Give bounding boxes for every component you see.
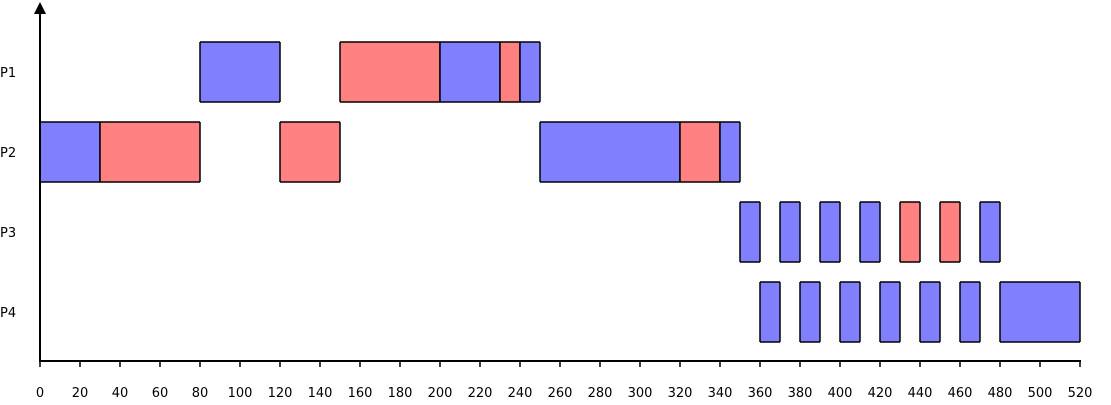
- x-axis-ticks: 0 20 40 60 80 100 120 140 160 180 200 220 240 260 280 3…: [36, 361, 1093, 401]
- x-tick-label: 360: [748, 386, 773, 401]
- x-tick-label: 180: [388, 386, 413, 401]
- x-tick-label: 260: [548, 386, 573, 401]
- x-tick-label: 220: [468, 386, 493, 401]
- row-label-p4: P4: [0, 306, 16, 321]
- task-bar-p1-150-200: [340, 42, 440, 102]
- x-tick-label: 240: [508, 386, 533, 401]
- x-tick-label: 160: [348, 386, 373, 401]
- x-tick-label: 300: [628, 386, 653, 401]
- task-bar-p3-370-380: [780, 202, 800, 262]
- task-bar-p2-320-340: [680, 122, 720, 182]
- task-bar-p4-460-470: [960, 282, 980, 342]
- task-bar-p3-450-460: [940, 202, 960, 262]
- task-bar-p1-200-230: [440, 42, 500, 102]
- task-bar-p4-360-370: [760, 282, 780, 342]
- task-bar-p2-0-30: [40, 122, 100, 182]
- task-bar-p1-230-240: [500, 42, 520, 102]
- x-tick-label: 380: [788, 386, 813, 401]
- task-bar-p2-120-150: [280, 122, 340, 182]
- task-bar-p4-440-450: [920, 282, 940, 342]
- x-tick-label: 340: [708, 386, 733, 401]
- x-tick-label: 60: [152, 386, 169, 401]
- x-tick-label: 400: [828, 386, 853, 401]
- row-label-p2: P2: [0, 146, 16, 161]
- x-tick-label: 460: [948, 386, 973, 401]
- x-tick-label: 200: [428, 386, 453, 401]
- y-axis-arrow-icon: [34, 2, 46, 14]
- x-tick-label: 120: [268, 386, 293, 401]
- x-tick-label: 320: [668, 386, 693, 401]
- x-tick-label: 0: [36, 386, 44, 401]
- x-tick-label: 420: [868, 386, 893, 401]
- x-tick-label: 280: [588, 386, 613, 401]
- row-label-p3: P3: [0, 226, 16, 241]
- x-tick-label: 80: [192, 386, 209, 401]
- x-tick-label: 500: [1028, 386, 1053, 401]
- task-bar-p4-400-410: [840, 282, 860, 342]
- x-tick-label: 140: [308, 386, 333, 401]
- x-tick-label: 40: [112, 386, 129, 401]
- task-bar-p3-410-420: [860, 202, 880, 262]
- task-bar-p2-30-80: [100, 122, 200, 182]
- row-label-p1: P1: [0, 66, 16, 81]
- task-bar-p3-470-480: [980, 202, 1000, 262]
- task-bar-p3-390-400: [820, 202, 840, 262]
- task-bar-p2-250-320: [540, 122, 680, 182]
- task-bar-p3-430-440: [900, 202, 920, 262]
- task-bar-p1-80-120: [200, 42, 280, 102]
- task-bar-p4-480-520: [1000, 282, 1080, 342]
- task-bar-p4-420-430: [880, 282, 900, 342]
- x-tick-label: 100: [228, 386, 253, 401]
- x-tick-label: 20: [72, 386, 89, 401]
- task-bar-p4-380-390: [800, 282, 820, 342]
- x-tick-label: 480: [988, 386, 1013, 401]
- task-bar-p1-240-250: [520, 42, 540, 102]
- x-tick-label: 520: [1068, 386, 1093, 401]
- x-tick-label: 440: [908, 386, 933, 401]
- task-bars: [39, 41, 1081, 343]
- row-labels: P1 P2 P3 P4: [0, 66, 16, 321]
- task-bar-p3-350-360: [740, 202, 760, 262]
- task-bar-p2-340-350: [720, 122, 740, 182]
